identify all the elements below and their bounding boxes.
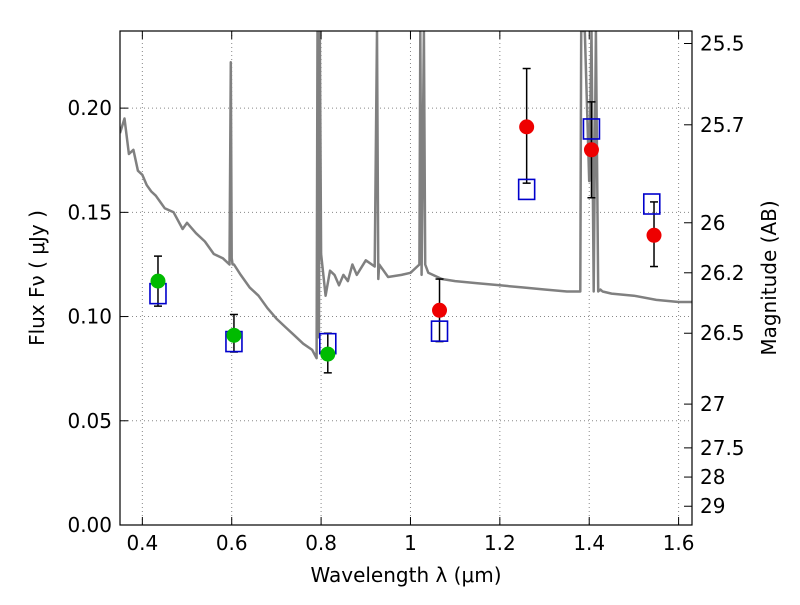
red-point xyxy=(583,142,599,158)
y-right-tick-label: 25.7 xyxy=(700,113,745,137)
red-point xyxy=(646,227,662,243)
green-point xyxy=(320,346,336,362)
model-box-point xyxy=(582,118,601,140)
y-right-tick-label: 29 xyxy=(700,494,725,518)
y-right-tick-label: 26 xyxy=(700,211,725,235)
y-tick-label: 0.05 xyxy=(67,409,112,433)
x-tick-label: 0.4 xyxy=(126,531,158,555)
plot-frame xyxy=(119,30,693,526)
y-axis-right-title: Magnitude (AB) xyxy=(757,200,781,355)
red-point xyxy=(432,302,448,318)
y-right-tick-label: 26.2 xyxy=(700,261,745,285)
model-spectrum-line xyxy=(120,31,692,360)
x-axis-title: Wavelength λ (μm) xyxy=(310,563,501,587)
x-tick-label: 1.2 xyxy=(484,531,516,555)
x-tick-label: 0.8 xyxy=(305,531,337,555)
grid-layer xyxy=(120,31,692,526)
x-tick-label: 0.6 xyxy=(216,531,248,555)
y-tick-label: 0.15 xyxy=(67,200,112,224)
y-axis-title: Flux Fν ( μJy ) xyxy=(25,210,49,346)
y-right-tick-label: 27 xyxy=(700,392,725,416)
y-right-tick-label: 28 xyxy=(700,465,725,489)
green-point xyxy=(226,327,242,343)
y-tick-label: 0.10 xyxy=(67,305,112,329)
model-box-point xyxy=(430,320,449,342)
series-layer xyxy=(120,31,692,374)
model-box-point xyxy=(642,193,661,215)
x-tick-label: 1.4 xyxy=(573,531,605,555)
x-tick-label: 1 xyxy=(404,531,417,555)
y-tick-label: 0.20 xyxy=(67,96,112,120)
model-box-point xyxy=(517,178,536,201)
tick-layer: 0.4 0.6 0.8 1 1.2 1.4 1.6 0.00 0.05 0.10 0.15 0.20 2… xyxy=(67,31,745,555)
y-tick-label: 0.00 xyxy=(67,513,112,537)
y-right-tick-label: 25.5 xyxy=(700,32,745,56)
y-right-tick-label: 27.5 xyxy=(700,436,745,460)
y-right-tick-label: 26.5 xyxy=(700,321,745,345)
series-group xyxy=(120,31,692,374)
x-tick-label: 1.6 xyxy=(663,531,695,555)
red-point xyxy=(519,119,535,135)
green-point xyxy=(150,273,166,289)
